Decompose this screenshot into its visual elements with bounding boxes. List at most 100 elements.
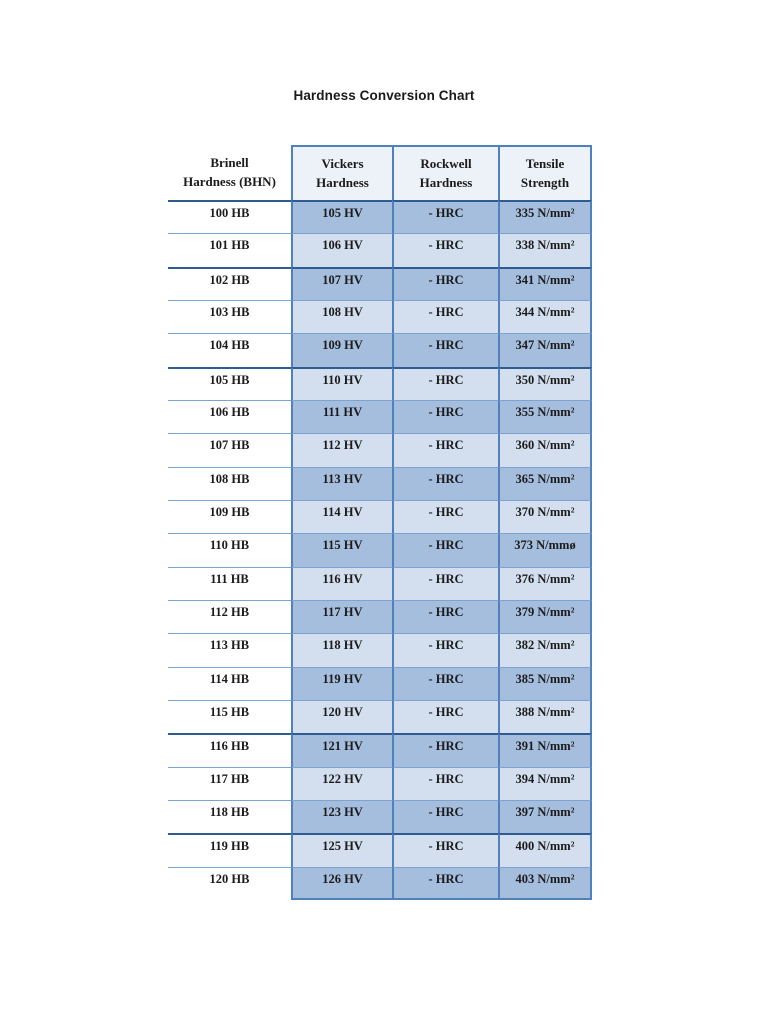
cell-hrc: - HRC xyxy=(392,833,498,867)
col-header-vickers: Vickers Hardness xyxy=(291,145,392,200)
cell-tensile: 391 N/mm² xyxy=(498,733,592,767)
cell-hrc: - HRC xyxy=(392,799,498,834)
cell-tensile: 344 N/mm² xyxy=(498,299,592,334)
table-row: 112 HB 117 HV - HRC 379 N/mm² xyxy=(168,599,592,634)
cell-hrc: - HRC xyxy=(392,766,498,800)
table-row: 113 HB 118 HV - HRC 382 N/mm² xyxy=(168,633,592,667)
cell-bhn: 109 HB xyxy=(168,499,291,533)
col-header-brinell: Brinell Hardness (BHN) xyxy=(168,145,291,200)
cell-hv: 113 HV xyxy=(291,466,392,500)
table-row: 106 HB 111 HV - HRC 355 N/mm² xyxy=(168,399,592,434)
cell-bhn: 103 HB xyxy=(168,299,291,333)
table-row: 117 HB 122 HV - HRC 394 N/mm² xyxy=(168,766,592,800)
table-row: 105 HB 110 HV - HRC 350 N/mm² xyxy=(168,366,592,400)
hardness-conversion-table: Brinell Hardness (BHN) Vickers Hardness … xyxy=(168,145,592,900)
cell-tensile: 365 N/mm² xyxy=(498,466,592,500)
cell-hv: 126 HV xyxy=(291,866,392,900)
cell-bhn: 110 HB xyxy=(168,533,291,566)
cell-tensile: 338 N/mm² xyxy=(498,233,592,267)
cell-hv: 105 HV xyxy=(291,200,392,234)
cell-bhn: 117 HB xyxy=(168,766,291,800)
table-row: 101 HB 106 HV - HRC 338 N/mm² xyxy=(168,233,592,267)
cell-bhn: 105 HB xyxy=(168,366,291,400)
cell-hv: 122 HV xyxy=(291,766,392,800)
cell-hrc: - HRC xyxy=(392,533,498,567)
cell-bhn: 116 HB xyxy=(168,733,291,766)
col-header-line: Brinell xyxy=(210,154,249,170)
table-row: 111 HB 116 HV - HRC 376 N/mm² xyxy=(168,566,592,600)
col-header-line: Strength xyxy=(520,174,570,190)
col-header-line: Vickers xyxy=(321,155,364,171)
col-header-line: Hardness xyxy=(316,174,369,190)
table-row: 116 HB 121 HV - HRC 391 N/mm² xyxy=(168,733,592,767)
cell-bhn: 120 HB xyxy=(168,866,291,900)
cell-tensile: 335 N/mm² xyxy=(498,200,592,234)
cell-tensile: 376 N/mm² xyxy=(498,566,592,600)
cell-hrc: - HRC xyxy=(392,433,498,467)
cell-hrc: - HRC xyxy=(392,633,498,667)
cell-tensile: 385 N/mm² xyxy=(498,666,592,700)
table-row: 118 HB 123 HV - HRC 397 N/mm² xyxy=(168,799,592,834)
cell-hv: 112 HV xyxy=(291,433,392,467)
cell-bhn: 100 HB xyxy=(168,200,291,233)
cell-hrc: - HRC xyxy=(392,200,498,234)
cell-bhn: 112 HB xyxy=(168,599,291,633)
cell-bhn: 119 HB xyxy=(168,833,291,866)
cell-bhn: 101 HB xyxy=(168,233,291,266)
cell-bhn: 118 HB xyxy=(168,799,291,833)
cell-hrc: - HRC xyxy=(392,399,498,434)
cell-hv: 119 HV xyxy=(291,666,392,700)
cell-hrc: - HRC xyxy=(392,599,498,634)
col-header-line: Hardness xyxy=(419,174,473,190)
col-header-line: Rockwell xyxy=(420,155,472,171)
cell-hv: 117 HV xyxy=(291,599,392,634)
table-header-row: Brinell Hardness (BHN) Vickers Hardness … xyxy=(168,145,592,200)
cell-hv: 110 HV xyxy=(291,366,392,400)
table-row: 115 HB 120 HV - HRC 388 N/mm² xyxy=(168,699,592,734)
cell-bhn: 108 HB xyxy=(168,466,291,500)
table-row: 110 HB 115 HV - HRC 373 N/mmø xyxy=(168,533,592,567)
cell-tensile: 400 N/mm² xyxy=(498,833,592,867)
cell-tensile: 360 N/mm² xyxy=(498,433,592,467)
col-header-tensile: Tensile Strength xyxy=(498,145,592,200)
cell-tensile: 350 N/mm² xyxy=(498,366,592,400)
cell-hv: 125 HV xyxy=(291,833,392,867)
table-row: 109 HB 114 HV - HRC 370 N/mm² xyxy=(168,499,592,534)
cell-hv: 108 HV xyxy=(291,299,392,334)
col-header-line: Hardness (BHN) xyxy=(183,173,276,189)
cell-tensile: 397 N/mm² xyxy=(498,799,592,834)
cell-hrc: - HRC xyxy=(392,566,498,600)
cell-hrc: - HRC xyxy=(392,499,498,534)
cell-tensile: 341 N/mm² xyxy=(498,266,592,300)
cell-bhn: 111 HB xyxy=(168,566,291,600)
table-body: 100 HB 105 HV - HRC 335 N/mm² 101 HB 106… xyxy=(168,200,592,900)
cell-hv: 118 HV xyxy=(291,633,392,667)
cell-hv: 107 HV xyxy=(291,266,392,300)
cell-bhn: 107 HB xyxy=(168,433,291,466)
cell-bhn: 114 HB xyxy=(168,666,291,700)
cell-hrc: - HRC xyxy=(392,466,498,500)
cell-hrc: - HRC xyxy=(392,299,498,334)
cell-bhn: 113 HB xyxy=(168,633,291,666)
cell-hv: 121 HV xyxy=(291,733,392,767)
table-row: 114 HB 119 HV - HRC 385 N/mm² xyxy=(168,666,592,700)
cell-hv: 114 HV xyxy=(291,499,392,534)
table-row: 102 HB 107 HV - HRC 341 N/mm² xyxy=(168,266,592,300)
cell-tensile: 379 N/mm² xyxy=(498,599,592,634)
col-header-rockwell: Rockwell Hardness xyxy=(392,145,498,200)
cell-bhn: 104 HB xyxy=(168,333,291,366)
cell-hv: 106 HV xyxy=(291,233,392,267)
table-row: 104 HB 109 HV - HRC 347 N/mm² xyxy=(168,333,592,367)
cell-hv: 115 HV xyxy=(291,533,392,567)
cell-bhn: 102 HB xyxy=(168,266,291,300)
cell-tensile: 355 N/mm² xyxy=(498,399,592,434)
cell-tensile: 373 N/mmø xyxy=(498,533,592,567)
cell-hrc: - HRC xyxy=(392,866,498,900)
cell-hrc: - HRC xyxy=(392,233,498,267)
table-row: 103 HB 108 HV - HRC 344 N/mm² xyxy=(168,299,592,334)
cell-hrc: - HRC xyxy=(392,699,498,734)
cell-hrc: - HRC xyxy=(392,733,498,767)
table-row: 100 HB 105 HV - HRC 335 N/mm² xyxy=(168,200,592,234)
cell-hrc: - HRC xyxy=(392,666,498,700)
